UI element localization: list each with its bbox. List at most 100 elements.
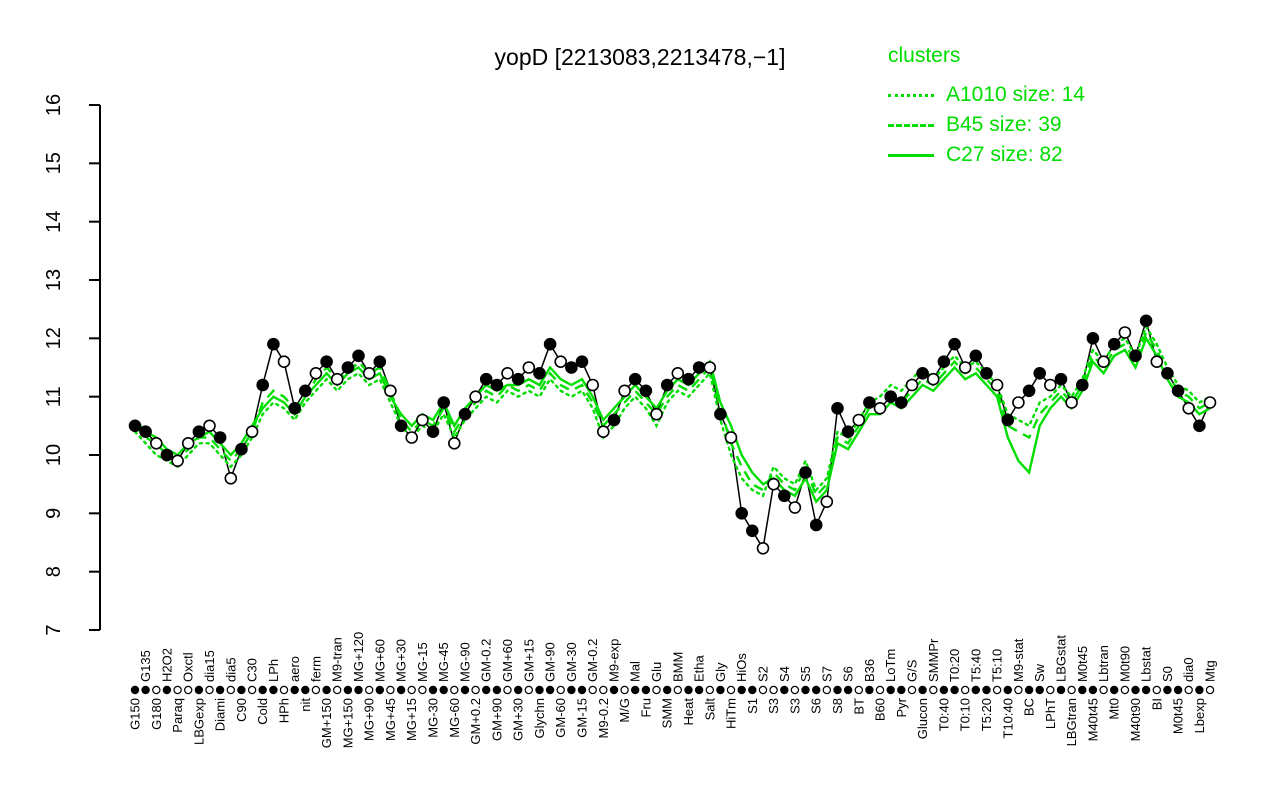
data-point-marker: [160, 448, 174, 462]
cluster-line-A1010: [133, 323, 1212, 498]
data-point-marker: [735, 506, 749, 520]
condition-label: B60: [873, 698, 888, 721]
condition-label: M/G: [617, 698, 632, 723]
condition-label: G/S: [905, 659, 920, 682]
data-point-marker: [437, 396, 451, 409]
condition-label: G150: [128, 698, 143, 730]
data-point-marker: [948, 337, 961, 351]
condition-marker: [503, 685, 512, 695]
condition-label: LBGtran: [1064, 698, 1079, 746]
condition-label: nit: [298, 698, 313, 712]
condition-marker: [641, 685, 651, 695]
condition-marker: [482, 685, 491, 695]
data-point-marker: [490, 378, 504, 392]
data-point-marker: [213, 431, 227, 444]
condition-label: MG+150: [340, 698, 355, 748]
condition-marker: [215, 685, 225, 695]
data-point-marker: [245, 425, 259, 439]
condition-marker: [1131, 685, 1140, 695]
condition-label: Salt: [702, 698, 717, 721]
legend-item: A1010 size: 14: [888, 80, 1085, 110]
condition-marker: [1195, 685, 1204, 695]
condition-marker: [556, 685, 565, 695]
condition-marker: [971, 685, 981, 695]
legend-item-label: C27 size: 82: [946, 143, 1063, 166]
data-point-marker: [1054, 372, 1068, 386]
data-point-marker: [1076, 378, 1089, 392]
data-point-marker: [362, 366, 376, 380]
condition-marker: [992, 685, 1002, 695]
condition-label: aero: [287, 656, 302, 682]
condition-label: T0:40: [936, 698, 951, 731]
data-point-marker: [628, 372, 642, 386]
data-point-marker: [1033, 366, 1046, 380]
condition-label: Diami: [213, 698, 228, 731]
data-point-marker: [426, 425, 440, 439]
condition-marker: [386, 685, 395, 695]
condition-marker: [673, 685, 683, 695]
condition-label: GM-60: [553, 698, 568, 738]
condition-label: LPhT: [1043, 698, 1058, 729]
condition-marker: [205, 685, 214, 695]
condition-label: M0t90: [1117, 646, 1132, 682]
condition-marker: [982, 685, 991, 695]
condition-marker: [237, 685, 246, 695]
data-point-markers: [128, 314, 1217, 555]
condition-label: dia0: [1181, 657, 1196, 682]
condition-marker: [652, 685, 661, 695]
data-point-marker: [533, 366, 546, 380]
data-point-marker: [863, 396, 876, 409]
condition-label: BT: [851, 698, 866, 715]
condition-marker: [1099, 685, 1108, 695]
condition-label: LoTm: [883, 649, 898, 682]
legend-line-sample-solid-icon: [888, 153, 934, 157]
condition-label: LBGstat: [1054, 635, 1069, 682]
condition-marker: [354, 685, 363, 695]
condition-marker: [684, 685, 693, 695]
condition-marker: [609, 685, 619, 695]
legend-item: C27 size: 82: [888, 140, 1085, 170]
condition-label: dia5: [223, 657, 238, 682]
condition-marker: [801, 685, 810, 695]
data-point-marker: [288, 401, 302, 415]
data-point-marker: [543, 337, 557, 351]
data-point-marker: [692, 361, 706, 374]
condition-label: T10:40: [1000, 698, 1015, 738]
condition-label: GM+150: [319, 698, 334, 748]
data-point-marker: [926, 372, 940, 386]
data-point-marker: [777, 489, 791, 503]
data-point-marker: [1065, 396, 1078, 409]
data-point-marker: [405, 431, 419, 444]
condition-label: GM-90: [543, 642, 558, 682]
y-tick-label: 9: [43, 508, 65, 519]
condition-label: Glychn: [532, 698, 547, 738]
y-tick-label: 12: [43, 327, 65, 349]
legend-title: clusters: [888, 44, 961, 67]
condition-label: dia15: [202, 650, 217, 682]
data-point-marker: [1118, 326, 1132, 339]
condition-marker: [631, 685, 640, 695]
data-point-marker: [852, 413, 866, 427]
data-point-marker: [1107, 337, 1121, 351]
condition-label: Gly: [713, 662, 728, 682]
condition-marker: [961, 685, 970, 695]
condition-label: MG+90: [362, 698, 377, 741]
data-point-marker: [554, 355, 568, 369]
data-point-marker: [298, 384, 312, 398]
condition-marker: [897, 685, 906, 695]
condition-label: MG-15: [415, 642, 430, 682]
condition-marker: [886, 685, 895, 695]
condition-label: Pyr: [894, 697, 909, 717]
condition-label: T5:40: [968, 649, 983, 682]
condition-label: BC: [1022, 698, 1037, 716]
condition-label: G180: [149, 698, 164, 730]
data-point-marker: [586, 378, 600, 392]
condition-label: GM-15: [575, 698, 590, 738]
condition-marker: [950, 685, 959, 695]
condition-marker: [790, 685, 800, 695]
condition-marker: [865, 685, 874, 695]
condition-marker: [1163, 685, 1172, 695]
data-point-marker: [469, 390, 482, 404]
data-point-marker: [958, 361, 972, 374]
condition-label: LBGexp: [191, 698, 206, 745]
